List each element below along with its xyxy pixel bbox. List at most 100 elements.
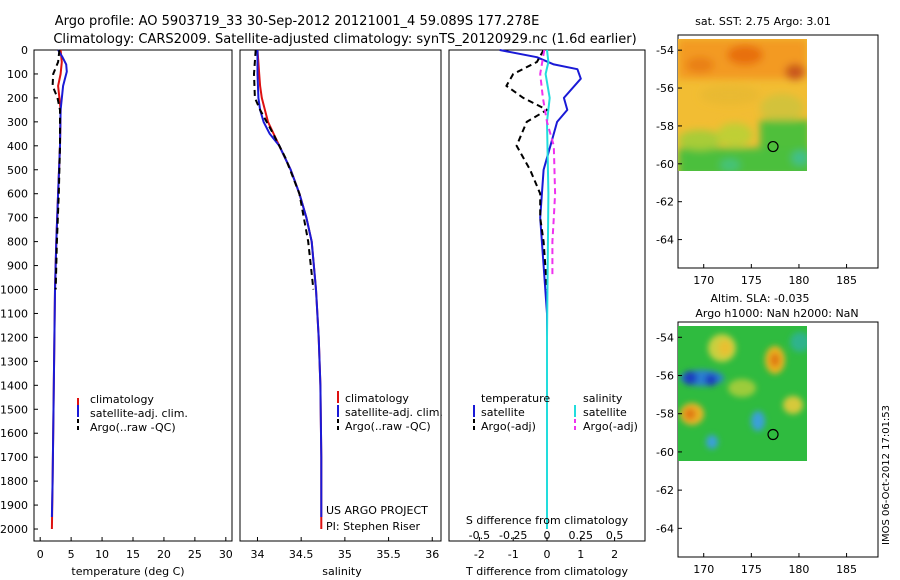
sst-warm-patch: [686, 57, 714, 73]
legend-salinity-header: salinity: [583, 392, 623, 405]
legend-salinity-satellite-label: satellite: [583, 406, 627, 419]
map-y-tick-label: -56: [656, 369, 674, 382]
series-line-salinity-satellite: [544, 49, 551, 529]
series-line-satellite-adj-clim-: [50, 49, 68, 518]
x-tick-label: 34.5: [289, 548, 314, 561]
s-x-tick-label: 0.25: [569, 529, 594, 542]
sla-negative-patch: [705, 374, 717, 386]
series-line-argo-raw-qc-: [253, 49, 315, 290]
x-tick-label: 2: [611, 548, 618, 561]
y-tick-label: 1900: [0, 499, 28, 512]
salinity-plot: 34 34.5 35 35.5 36: [250, 49, 439, 561]
y-tick-label: 400: [7, 140, 28, 153]
sst-map-axes: 170 175 180 185 -54 -56 -58 -60 -62 -64: [656, 44, 857, 287]
sla-neutral-patch: [728, 379, 756, 397]
salinity-axes-frame: [239, 49, 442, 542]
s-x-tick-label: -0.25: [499, 529, 527, 542]
map-y-tick-label: -64: [656, 234, 674, 247]
y-tick-label: 600: [7, 188, 28, 201]
s-x-tick-label: -0.5: [469, 529, 490, 542]
map-y-tick-label: -62: [656, 484, 674, 497]
sst-transition-patch: [717, 123, 753, 147]
x-tick-label: -1: [508, 548, 519, 561]
sst-map-title: sat. SST: 2.75 Argo: 3.01: [695, 15, 831, 28]
map-y-tick-label: -60: [656, 158, 674, 171]
map-x-tick-label: 175: [741, 563, 762, 576]
y-tick-label: 1200: [0, 331, 28, 344]
y-tick-label: 1800: [0, 475, 28, 488]
pi-annotation: PI: Stephen Riser: [326, 520, 421, 533]
map-x-tick-label: 180: [788, 563, 809, 576]
sla-negative-patch: [706, 435, 718, 449]
series-line-temperature-argo-adj-: [505, 49, 548, 290]
y-tick-label: 1600: [0, 427, 28, 440]
x-tick-label: 20: [157, 548, 171, 561]
sla-heatmap: [678, 326, 807, 461]
legend-salinity-argo-label: Argo(-adj): [583, 420, 638, 433]
map-y-tick-label: -64: [656, 522, 674, 535]
map-y-tick-label: -56: [656, 82, 674, 95]
sla-positive-patch: [684, 408, 696, 420]
y-tick-label: 800: [7, 236, 28, 249]
sst-warm-patch: [727, 45, 763, 65]
y-tick-label: 1300: [0, 355, 28, 368]
x-tick-label: 0: [544, 548, 551, 561]
map-y-tick-label: -54: [656, 44, 674, 57]
project-annotation: US ARGO PROJECT: [326, 504, 428, 517]
difference-plot: -2 -1 0 1 2 -0.5 -0.25 0 0.25 0.5: [469, 49, 624, 561]
map-x-tick-label: 170: [693, 563, 714, 576]
legend-temperature-satellite-label: satellite: [481, 406, 525, 419]
sla-negative-patch: [683, 371, 697, 385]
y-tick-label: 1700: [0, 451, 28, 464]
x-tick-label: 36: [425, 548, 439, 561]
temperature-xlabel: temperature (deg C): [71, 565, 184, 578]
x-tick-label: 35: [338, 548, 352, 561]
x-tick-label: 15: [126, 548, 140, 561]
sla-positive-patch: [770, 353, 780, 367]
x-tick-label: 10: [95, 548, 109, 561]
figure-title-line1: Argo profile: AO 5903719_33 30-Sep-2012 …: [55, 14, 540, 29]
s-difference-xlabel: S difference from climatology: [466, 514, 629, 527]
s-x-tick-label: 0: [544, 529, 551, 542]
sst-cold-patch: [792, 151, 807, 165]
sst-cool-region: [678, 148, 807, 171]
t-difference-xlabel: T difference from climatology: [465, 565, 628, 578]
y-tick-label: 300: [7, 116, 28, 129]
s-x-tick-label: 0.5: [606, 529, 624, 542]
sla-map-axes: 170 175 180 185 -54 -56 -58 -60 -62 -64: [656, 331, 857, 576]
sla-map-subtitle: Argo h1000: NaN h2000: NaN: [695, 307, 858, 320]
salinity-xlabel: salinity: [322, 565, 362, 578]
y-tick-label: 1400: [0, 379, 28, 392]
argo-position-marker: [767, 140, 779, 153]
y-tick-label: 1000: [0, 284, 28, 297]
legend-argo-label: Argo(..raw -QC): [345, 420, 431, 433]
map-y-tick-label: -62: [656, 196, 674, 209]
map-x-tick-label: 185: [836, 274, 857, 287]
series-line-salinity-argo-adj-: [539, 49, 557, 278]
legend-argo-label: Argo(..raw -QC): [90, 421, 176, 434]
sst-cold-patch: [720, 159, 740, 171]
sst-mid-patch: [760, 94, 804, 122]
imos-timestamp: IMOS 06-Oct-2012 17:01:53: [881, 405, 892, 545]
legend-temperature-argo-label: Argo(-adj): [481, 420, 536, 433]
x-tick-label: 5: [68, 548, 75, 561]
y-tick-label: 700: [7, 212, 28, 225]
y-tick-label: 1100: [0, 307, 28, 320]
legend-satellite-label: satellite-adj. clim.: [345, 406, 443, 419]
legend-temperature-header: temperature: [481, 392, 550, 405]
legend-climatology-label: climatology: [90, 393, 154, 406]
temperature-plot: 0 5 10 15 20 25 300100200300400500600700800900…: [0, 44, 233, 561]
sst-heatmap: [678, 39, 807, 171]
x-tick-label: 30: [219, 548, 233, 561]
legend-climatology-label: climatology: [345, 392, 409, 405]
map-y-tick-label: -54: [656, 331, 674, 344]
sst-transition-patch: [678, 130, 722, 150]
sla-positive-patch: [783, 396, 803, 414]
sla-neutral-patch: [790, 332, 807, 352]
y-tick-label: 200: [7, 92, 28, 105]
sla-negative-patch: [751, 411, 765, 431]
figure-title-line2: Climatology: CARS2009. Satellite-adjuste…: [53, 32, 636, 47]
temperature-axes-frame: [33, 49, 233, 542]
x-tick-label: 35.5: [376, 548, 401, 561]
